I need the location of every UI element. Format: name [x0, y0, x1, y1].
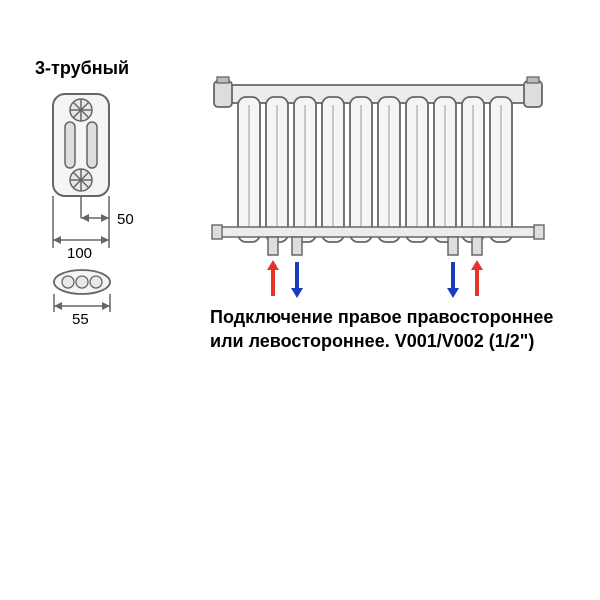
flow-arrows	[260, 258, 560, 307]
cross-section-svg: 50 100	[45, 90, 185, 265]
radiator-svg	[210, 75, 570, 285]
radiator-columns	[238, 97, 512, 242]
section-title: 3-трубный	[35, 58, 129, 79]
cross-section-diagram: 50 100	[45, 90, 185, 270]
caption-line2: или левостороннее. V001/V002 (1/2")	[210, 331, 534, 351]
dim-55-label: 55	[72, 311, 89, 328]
dim-50-label: 50	[117, 211, 134, 228]
flow-arrows-svg	[260, 258, 560, 302]
diagram-container: 3-трубный 50	[0, 0, 600, 600]
dim-100-label: 100	[67, 245, 92, 262]
caption-text: Подключение правое правостороннее или ле…	[210, 305, 580, 354]
top-view-diagram: 55	[38, 268, 148, 343]
caption-line1: Подключение правое правостороннее	[210, 307, 553, 327]
top-view-svg: 55	[38, 268, 148, 338]
